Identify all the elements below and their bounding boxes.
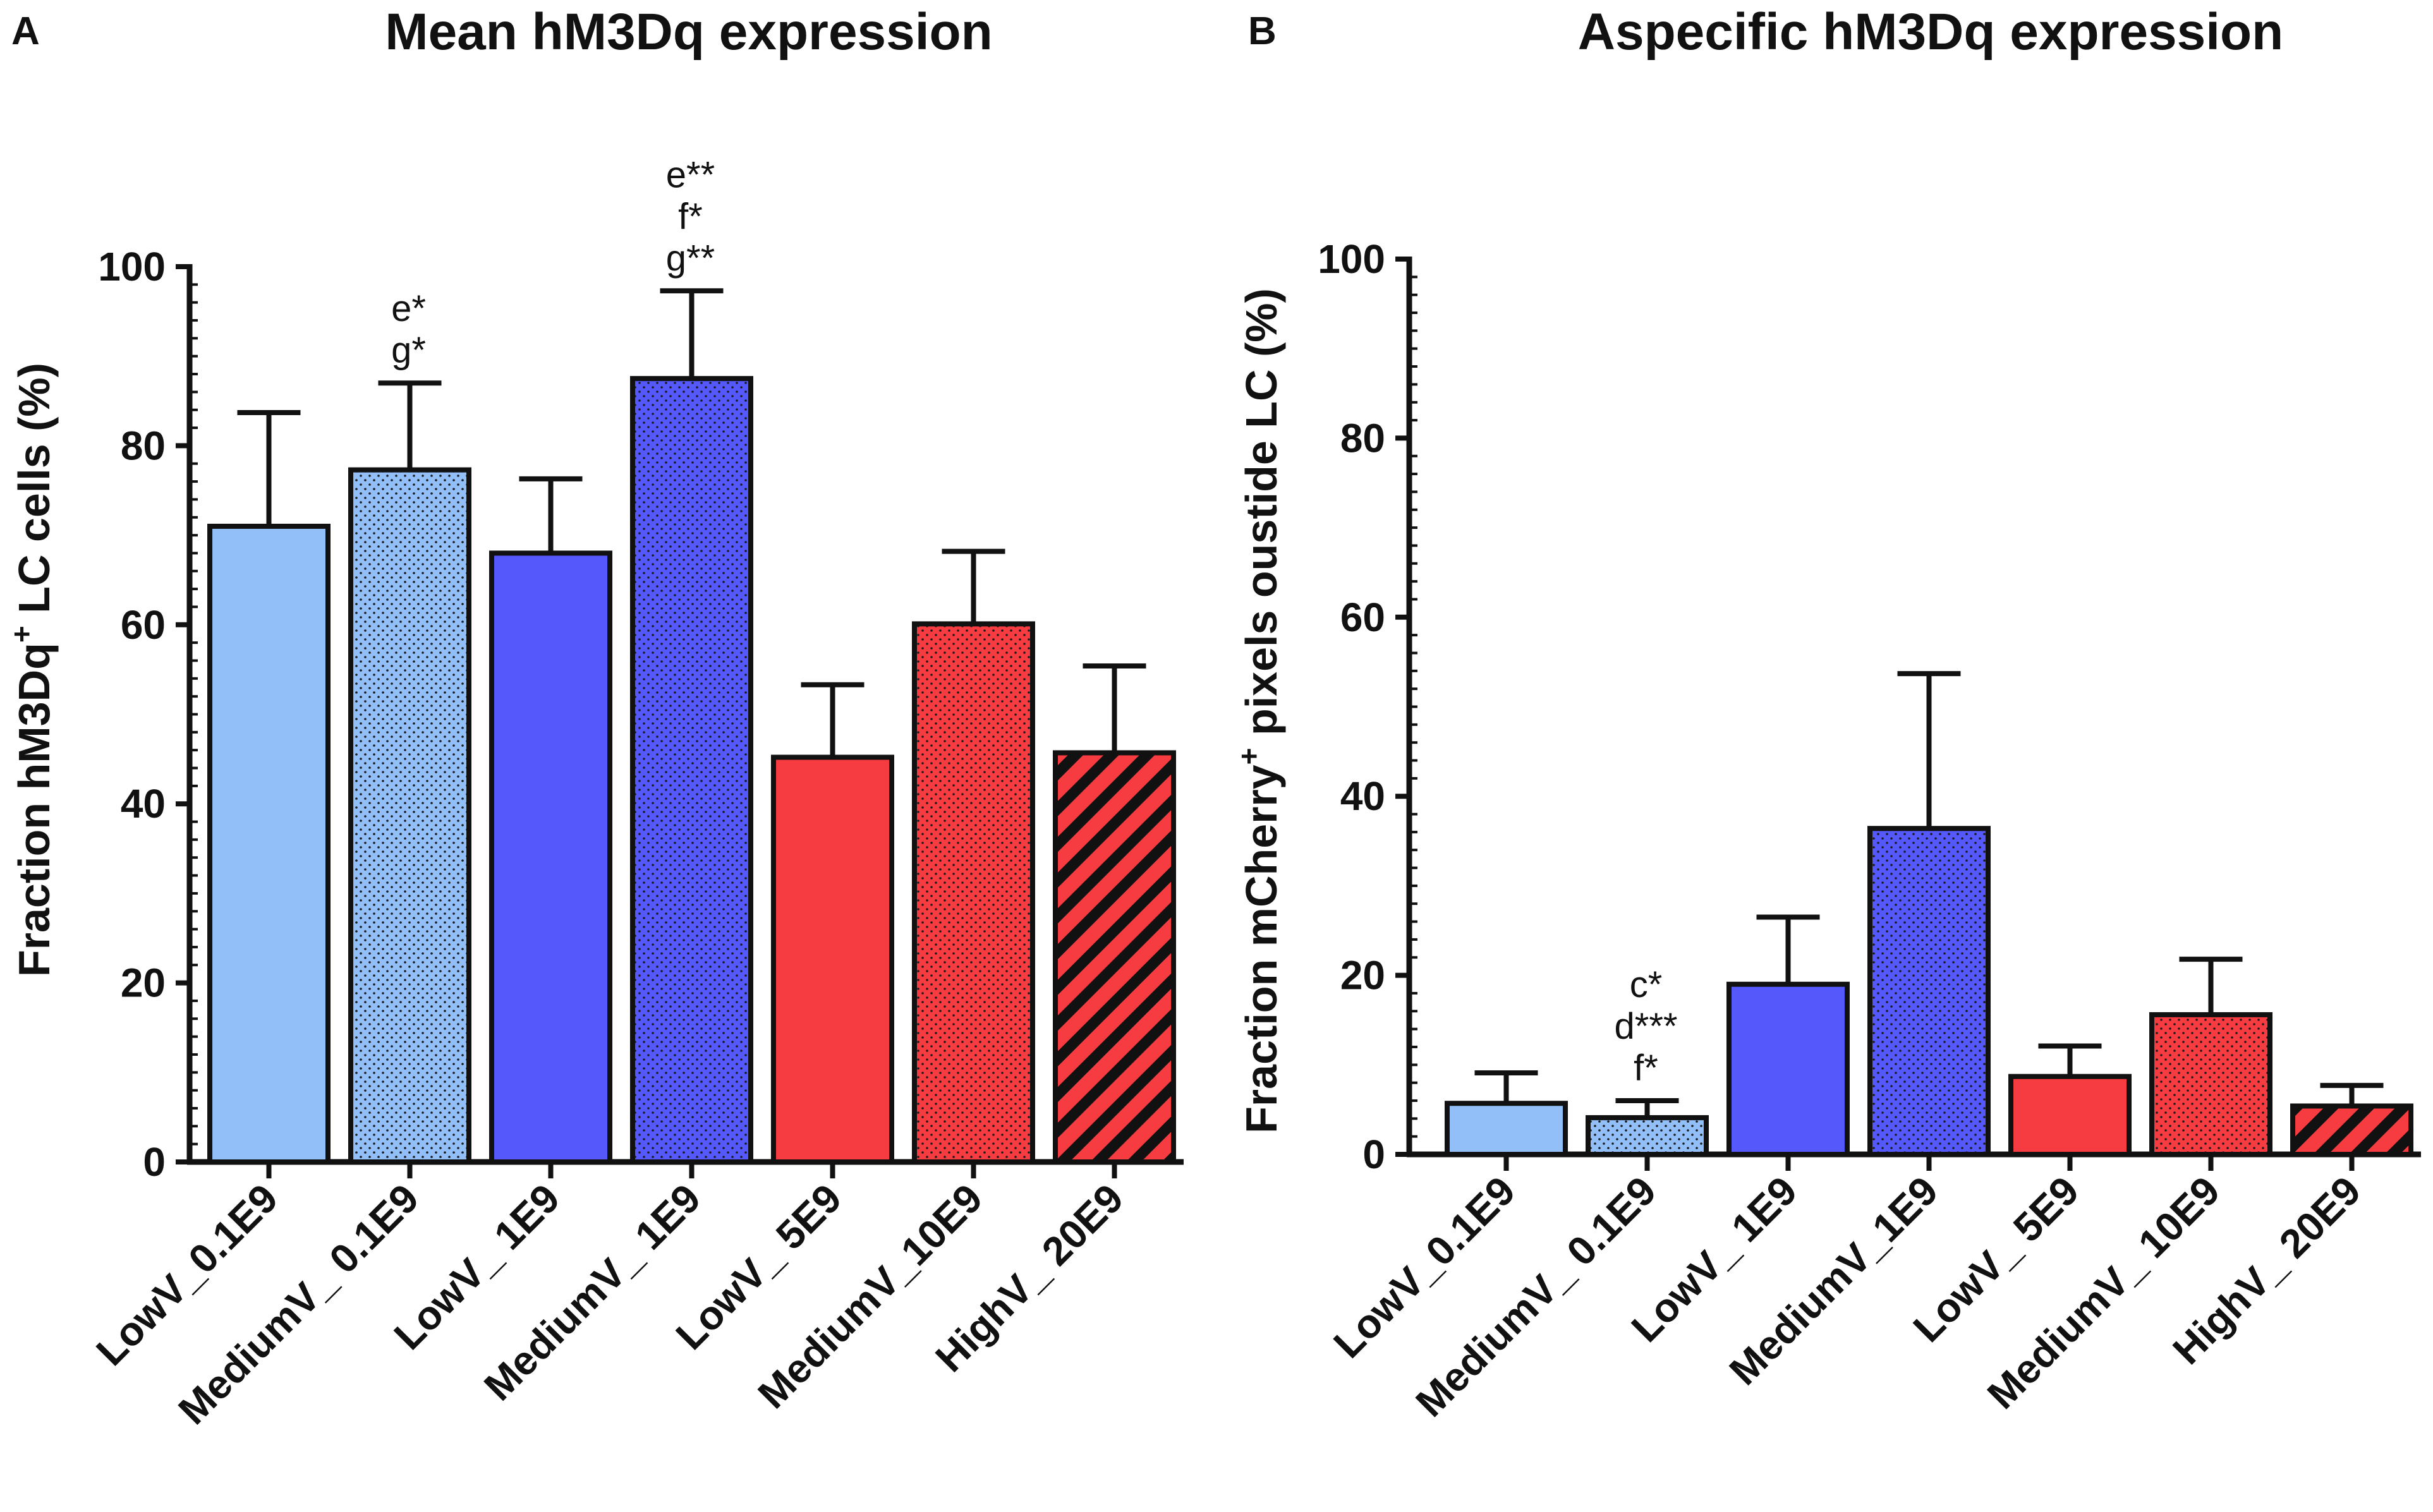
panel-a: A Mean hM3Dq expression Fraction hM3Dq+ … [5,3,1184,1433]
panel-a-y-axis-label: Fraction hM3Dq+ LC cells (%) [5,363,59,977]
panel-a-y-tick-label: 40 [121,781,166,826]
panel-b-y-axis-label-sup: + [1232,747,1265,765]
panel-a-bar [348,467,471,1164]
panel-b-bar [2008,1074,2132,1157]
panel-a-y-tick-label: 100 [98,244,166,289]
panel-a-bar [489,550,612,1164]
panel-a-y-axis-label-rest: LC cells (%) [9,363,59,626]
panel-a-significance-label: e** [666,154,715,195]
panel-a-bar [771,754,894,1164]
panel-b-bar [1445,1101,1568,1157]
panel-a-significance-label: g* [391,330,426,371]
panel-b-letter: B [1248,9,1277,53]
panel-a-bar [630,376,753,1164]
panel-b-y-tick-label: 80 [1340,415,1385,461]
panel-b-y-axis-label: Fraction mCherry+ pixels oustide LC (%) [1232,288,1286,1134]
panel-b-y-axis-label-main: Fraction mCherry [1237,765,1286,1134]
panel-a-title: Mean hM3Dq expression [385,3,992,61]
panel-b-bar [2149,1012,2272,1157]
panel-b-significance-label: d*** [1615,1006,1678,1047]
panel-b-bar [1726,981,1850,1158]
panel-a-bar [912,621,1035,1164]
panel-a-significance-label: f* [678,196,703,237]
panel-b-bar [1586,1115,1709,1157]
panel-b: B Aspecific hM3Dq expression Fraction mC… [1232,3,2421,1425]
panel-a-bar [1053,750,1176,1164]
panel-b-x-tick-label: MediumV_ 10E9 [1979,1168,2228,1417]
panel-b-bar [1867,826,1991,1158]
panel-b-significance-label: c* [1630,964,1663,1005]
panel-a-y-tick-label: 60 [121,602,166,648]
panel-b-y-tick-label: 100 [1318,236,1385,282]
panel-b-x-tick-label: MediumV_ 0.1E9 [1407,1168,1665,1425]
panel-b-y-tick-label: 20 [1340,953,1385,998]
panel-a-y-axis-label-main: Fraction hM3Dq [9,643,59,977]
panel-a-letter: A [11,9,40,53]
panel-a-bar [207,523,331,1164]
panel-a-significance-label: g** [666,238,715,279]
panel-a-y-axis-label-sup: + [5,626,38,643]
panel-a-x-tick-label: MediumV_ 0.1E9 [169,1175,427,1433]
panel-a-y-tick-label: 20 [121,960,166,1006]
panel-b-y-tick-label: 60 [1340,595,1385,640]
panel-b-title: Aspecific hM3Dq expression [1578,3,2283,61]
panel-a-y-tick-label: 0 [143,1139,166,1185]
panel-b-significance-label: f* [1634,1048,1658,1089]
panel-a-y-tick-label: 80 [121,423,166,468]
panel-a-significance-label: e* [391,288,426,329]
panel-b-y-axis-label-rest: pixels oustide LC (%) [1237,288,1286,747]
panel-b-bar [2290,1103,2413,1158]
panel-b-y-tick-label: 0 [1362,1132,1385,1177]
panel-b-y-tick-label: 40 [1340,773,1385,819]
